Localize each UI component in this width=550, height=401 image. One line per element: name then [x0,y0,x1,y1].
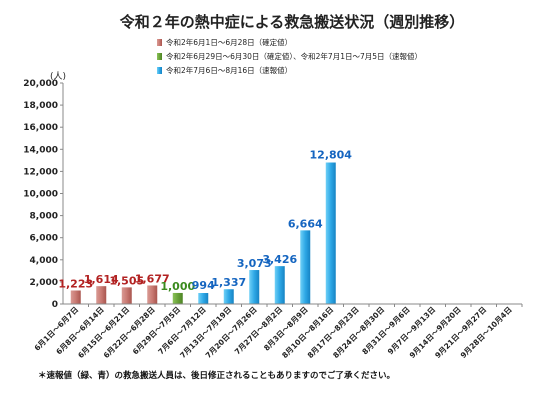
y-tick-label: 6,000 [30,234,58,244]
y-axis: 0 2,000 4,000 6,000 8,000 10,000 12,000 14,000 1… [23,79,64,310]
bar [325,162,336,304]
legend-label-confirmed: 令和2年6月1日〜6月28日（確定値） [166,37,292,47]
data-label: 1,677 [135,272,170,285]
data-label: 994 [192,279,215,292]
footnote: ＊速報値（緑、青）の救急搬送人員は、後日修正されることもありますのでご了承くださ… [38,370,395,381]
x-axis: 6月1日〜6月7日6月8日〜6月14日6月15日〜6月21日6月22日〜6月28… [33,303,523,360]
data-label: 3,426 [262,253,297,266]
chart-title: 令和２年の熱中症による救急搬送状況（週別推移） [120,13,465,31]
bar [121,287,132,304]
y-tick-label: 14,000 [23,145,58,155]
y-tick-label: 12,000 [23,167,58,177]
bar [172,292,183,304]
data-label: 1,337 [211,276,246,289]
legend-swatch-mixed [157,53,162,60]
legend: 令和2年6月1日〜6月28日（確定値） 令和2年6月29日〜6月30日（確定値）、… [157,37,422,75]
y-unit-label: (人) [50,71,66,82]
data-label: 1,000 [160,280,195,293]
bars [70,162,336,304]
bar [223,289,234,304]
y-tick-label: 10,000 [23,190,58,200]
data-label: 1,614 [84,273,119,286]
x-tick-label: 6月1日〜6月7日 [33,305,81,353]
bar [249,270,260,304]
data-label: 1,505 [109,274,144,287]
bar [274,266,285,304]
y-tick-label: 4,000 [30,256,58,266]
legend-swatch-prelim [157,67,162,74]
bar [198,293,209,304]
bar [96,286,107,304]
y-tick-label: 8,000 [30,212,58,222]
data-label: 3,073 [237,257,272,270]
data-label: 12,804 [310,149,353,162]
bar [147,285,158,304]
data-label: 6,664 [288,217,323,230]
bar [70,290,81,304]
bar [300,230,311,304]
y-tick-label: 0 [52,300,58,310]
data-label: 1,223 [58,277,93,290]
legend-label-mixed: 令和2年6月29日〜6月30日（確定値）、令和2年7月1日〜7月5日（速報値） [166,51,422,61]
y-tick-label: 16,000 [23,123,58,133]
y-tick-label: 2,000 [30,278,58,288]
y-tick-label: 20,000 [23,79,58,89]
legend-swatch-confirmed [157,39,162,46]
y-tick-label: 18,000 [23,101,58,111]
x-tick-label: 8月3日〜8月9日 [262,305,310,353]
legend-label-prelim: 令和2年7月6日〜8月16日（速報値） [166,65,292,75]
